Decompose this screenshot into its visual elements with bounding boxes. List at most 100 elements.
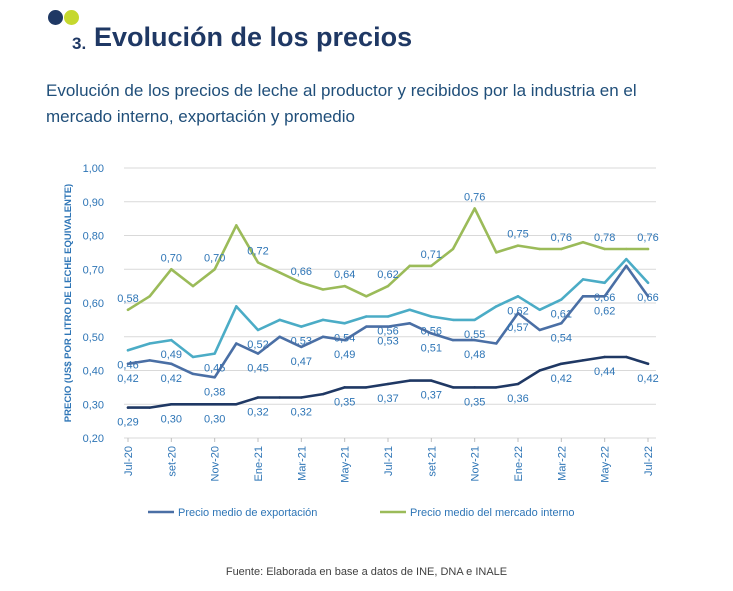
data-point <box>321 335 325 338</box>
data-point <box>560 362 563 365</box>
data-point <box>473 338 476 342</box>
data-point <box>451 247 455 251</box>
data-point <box>646 247 650 251</box>
data-point <box>321 288 325 291</box>
x-tick-label: Mar-21 <box>296 446 308 481</box>
data-point <box>365 325 368 328</box>
data-point <box>235 342 238 345</box>
x-tick-label: Jul-20 <box>123 446 135 476</box>
data-label: 0,66 <box>637 292 658 304</box>
y-tick-label: 0,20 <box>83 433 104 445</box>
data-point <box>343 338 346 342</box>
data-point <box>343 284 346 288</box>
data-point <box>278 318 281 322</box>
navy-dot <box>48 10 63 25</box>
data-point <box>386 284 390 288</box>
data-label: 0,72 <box>247 246 268 258</box>
x-tick-label: Nov-20 <box>210 446 222 481</box>
data-label: 0,78 <box>594 232 615 244</box>
data-point <box>191 403 195 406</box>
data-label: 0,42 <box>161 373 182 385</box>
data-point <box>625 355 628 359</box>
data-point <box>430 379 433 382</box>
data-label: 0,37 <box>377 393 398 405</box>
data-point <box>603 281 606 284</box>
y-tick-label: 0,60 <box>83 298 104 310</box>
data-point <box>473 318 476 322</box>
data-point <box>430 332 433 335</box>
data-point <box>495 386 498 389</box>
data-label: 0,44 <box>594 366 615 378</box>
data-label: 0,49 <box>334 349 355 361</box>
data-point <box>408 264 411 268</box>
data-point <box>646 362 650 365</box>
data-point <box>256 328 260 332</box>
data-label: 0,55 <box>464 329 485 341</box>
brand-dots <box>48 10 88 28</box>
data-label: 0,53 <box>377 336 398 348</box>
data-point <box>170 362 173 365</box>
data-point <box>126 308 130 311</box>
data-point <box>408 379 411 382</box>
data-label: 0,45 <box>204 363 225 375</box>
data-label: 0,29 <box>117 417 138 429</box>
data-point <box>126 406 130 409</box>
data-label: 0,32 <box>291 407 312 419</box>
data-point <box>538 369 541 372</box>
data-label: 0,76 <box>464 192 485 204</box>
data-label: 0,62 <box>594 305 615 317</box>
data-point <box>343 386 346 389</box>
data-label: 0,54 <box>551 332 572 344</box>
data-label: 0,32 <box>247 407 268 419</box>
data-point <box>343 322 346 325</box>
data-point <box>603 295 606 298</box>
data-point <box>560 322 563 325</box>
data-point <box>430 264 433 268</box>
data-point <box>256 261 260 264</box>
data-point <box>646 281 650 284</box>
data-point <box>126 362 130 365</box>
data-label: 0,57 <box>507 322 528 334</box>
data-label: 0,75 <box>507 229 528 241</box>
lime-dot <box>64 10 79 25</box>
data-label: 0,42 <box>551 373 572 385</box>
data-label: 0,76 <box>637 232 658 244</box>
x-tick-label: set-21 <box>426 446 438 477</box>
data-point <box>278 335 281 338</box>
data-point <box>495 251 498 254</box>
data-point <box>365 295 368 298</box>
data-label: 0,58 <box>117 293 138 305</box>
data-point <box>170 268 173 271</box>
data-point <box>625 257 628 261</box>
data-point <box>538 247 541 251</box>
data-label: 0,62 <box>507 305 528 317</box>
series-line-2 <box>126 264 650 379</box>
data-point <box>581 241 585 244</box>
data-point <box>495 342 498 345</box>
data-point <box>235 403 238 406</box>
y-tick-label: 0,40 <box>83 366 104 378</box>
x-tick-label: Ene-21 <box>253 446 265 481</box>
data-label: 0,66 <box>291 266 312 278</box>
y-axis-label: PRECIO (US$ POR LITRO DE LECHE EQUIVALEN… <box>63 184 74 422</box>
data-point <box>625 247 628 251</box>
y-tick-label: 0,50 <box>83 332 104 344</box>
data-label: 0,49 <box>161 349 182 361</box>
data-point <box>148 359 151 362</box>
data-label: 0,36 <box>507 393 528 405</box>
data-label: 0,35 <box>464 396 485 408</box>
data-label: 0,30 <box>204 413 225 425</box>
data-point <box>235 305 238 308</box>
x-tick-label: May-22 <box>600 446 612 483</box>
data-point <box>365 315 368 318</box>
data-point <box>408 322 411 325</box>
data-point <box>473 386 476 389</box>
data-point <box>386 315 390 318</box>
data-label: 0,76 <box>551 232 572 244</box>
data-point <box>191 355 195 359</box>
data-point <box>300 345 303 349</box>
y-tick-label: 0,30 <box>83 399 104 411</box>
data-point <box>256 396 260 399</box>
chart-subtitle: Evolución de los precios de leche al pro… <box>46 81 637 126</box>
data-point <box>191 284 195 288</box>
